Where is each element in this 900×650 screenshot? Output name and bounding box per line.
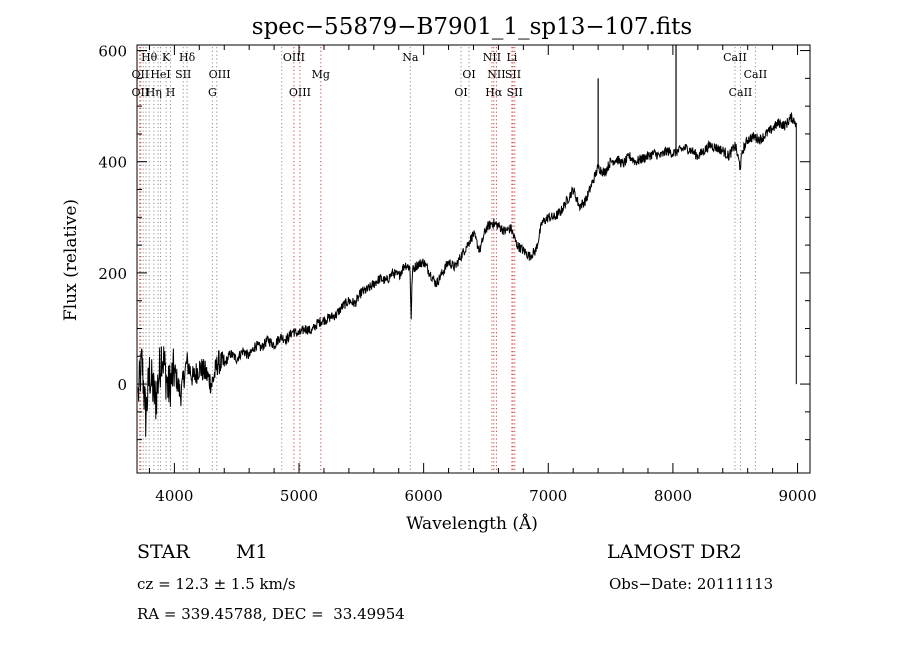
y-tick-label: 400 bbox=[98, 154, 127, 172]
object-subclass: M1 bbox=[236, 541, 268, 563]
line-label: SII bbox=[175, 68, 191, 81]
spectral-line-markers bbox=[139, 47, 756, 471]
x-tick-label: 8000 bbox=[654, 487, 692, 505]
y-tick-label: 600 bbox=[98, 43, 127, 61]
x-tick-label: 5000 bbox=[280, 487, 318, 505]
y-axis: 0 200 400 600 bbox=[98, 43, 810, 441]
line-label: CaII bbox=[729, 86, 753, 99]
line-label: Li bbox=[506, 51, 517, 64]
plot-frame bbox=[136, 44, 811, 474]
line-label: HeI bbox=[150, 68, 170, 81]
y-tick-label: 200 bbox=[98, 265, 127, 283]
line-label: OIII bbox=[283, 51, 305, 64]
line-label: OI bbox=[454, 86, 467, 99]
line-label: Mg bbox=[312, 68, 330, 81]
line-label: Hη bbox=[146, 86, 162, 99]
x-tick-label: 9000 bbox=[778, 487, 816, 505]
obs-date: Obs−Date: 20111113 bbox=[609, 575, 774, 593]
line-label: K bbox=[162, 51, 171, 64]
line-label: CaII bbox=[723, 51, 747, 64]
line-label: NII bbox=[487, 68, 505, 81]
line-label: Na bbox=[402, 51, 419, 64]
x-axis-label: Wavelength (Å) bbox=[406, 513, 538, 534]
line-label: SII bbox=[505, 68, 521, 81]
line-label: OIII bbox=[289, 86, 311, 99]
line-label: OI bbox=[462, 68, 475, 81]
line-label: H bbox=[166, 86, 176, 99]
x-tick-label: 4000 bbox=[155, 487, 193, 505]
chart-title: spec−55879−B7901_1_sp13−107.fits bbox=[252, 14, 692, 40]
line-label: OII bbox=[132, 68, 150, 81]
line-label: Hδ bbox=[179, 51, 196, 64]
x-tick-label: 6000 bbox=[405, 487, 443, 505]
redshift-readout: cz = 12.3 ± 1.5 km/s bbox=[137, 575, 296, 593]
coordinates: RA = 339.45788, DEC = 33.49954 bbox=[137, 605, 405, 623]
line-label: OIII bbox=[209, 68, 231, 81]
spectrum-trace bbox=[137, 45, 797, 437]
line-label: NII bbox=[483, 51, 501, 64]
line-label: Hα bbox=[485, 86, 503, 99]
survey-name: LAMOST DR2 bbox=[607, 541, 742, 563]
x-tick-label: 7000 bbox=[529, 487, 567, 505]
line-label: CaII bbox=[744, 68, 768, 81]
line-label: SII bbox=[507, 86, 523, 99]
y-axis-label: Flux (relative) bbox=[61, 199, 81, 321]
x-axis: 4000 5000 6000 7000 8000 9000 bbox=[148, 45, 817, 505]
line-label: Hθ bbox=[141, 51, 158, 64]
line-label: G bbox=[208, 86, 217, 99]
spectrum-line bbox=[137, 112, 797, 437]
line-label: OII bbox=[132, 86, 150, 99]
y-tick-label: 0 bbox=[117, 376, 127, 394]
object-class: STAR bbox=[137, 541, 190, 563]
